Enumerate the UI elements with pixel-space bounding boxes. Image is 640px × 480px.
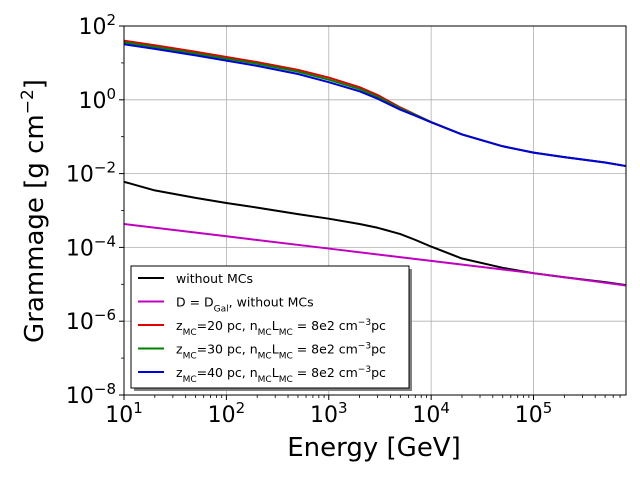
- y-tick-base: 10: [78, 15, 106, 40]
- y-tick-label: 10−4: [66, 232, 116, 261]
- legend-label-part: MC: [258, 328, 272, 338]
- legend-label-part: pc: [371, 318, 386, 333]
- y-tick-label: 10−8: [66, 380, 116, 409]
- y-tick-exponent: −6: [94, 306, 116, 324]
- legend-label: zMC=20 pc, nMCLMC = 8e2 cm−3pc: [176, 318, 386, 338]
- legend-label-part: L: [272, 342, 279, 357]
- legend-label-part: =30 pc, n: [197, 342, 258, 357]
- x-tick-exponent: 4: [440, 399, 450, 417]
- legend-label-part: z: [176, 342, 183, 357]
- legend-label-part: L: [272, 318, 279, 333]
- tick-marks: [119, 25, 621, 400]
- legend-label-part: z: [176, 318, 183, 333]
- legend-label-part: Gal: [214, 305, 229, 315]
- legend-label: without MCs: [176, 271, 253, 286]
- y-tick-label: 102: [78, 11, 116, 40]
- x-tick-exponent: 2: [236, 399, 246, 417]
- legend-label: D = DGal, without MCs: [176, 295, 314, 315]
- legend-label-part: = 8e2 cm: [293, 318, 358, 333]
- x-tick-labels: 101 102 103 104 105: [105, 399, 552, 428]
- legend-item: without MCs: [138, 271, 253, 286]
- y-tick-exponent: −2: [94, 159, 116, 177]
- legend-label-part: , without MCs: [229, 295, 314, 310]
- x-tick-base: 10: [310, 403, 338, 428]
- x-tick-exponent: 5: [543, 399, 553, 417]
- series-line: [123, 43, 627, 168]
- x-tick-label: 101: [105, 399, 143, 428]
- series-lines: [123, 39, 627, 287]
- y-tick-exponent: 2: [106, 11, 116, 29]
- x-tick-label: 105: [515, 399, 553, 428]
- series-line: [123, 223, 627, 287]
- y-tick-label: 10−6: [66, 306, 116, 335]
- x-tick-base: 10: [105, 403, 133, 428]
- legend-label-part: pc: [371, 365, 386, 380]
- y-tick-exponent: −4: [94, 232, 116, 250]
- legend-label-part: =40 pc, n: [197, 365, 258, 380]
- legend-label-part: MC: [183, 352, 197, 362]
- legend-label-part: MC: [258, 352, 272, 362]
- legend-box: [130, 265, 410, 389]
- legend-item: D = DGal, without MCs: [138, 295, 314, 315]
- legend-label-part: MC: [183, 328, 197, 338]
- legend-label: zMC=30 pc, nMCLMC = 8e2 cm−3pc: [176, 342, 386, 362]
- legend-label-part: pc: [371, 342, 386, 357]
- legend-label-part: MC: [279, 328, 293, 338]
- x-tick-label: 104: [412, 399, 450, 428]
- y-axis-label-main: Grammage [g cm: [20, 114, 50, 343]
- legend-label: zMC=40 pc, nMCLMC = 8e2 cm−3pc: [176, 365, 386, 385]
- y-axis-label-exponent: −2: [18, 89, 38, 114]
- y-tick-base: 10: [66, 236, 94, 261]
- x-tick-base: 10: [208, 403, 236, 428]
- y-tick-base: 10: [78, 89, 106, 114]
- x-tick-label: 102: [208, 399, 246, 428]
- legend-label-part: = 8e2 cm: [293, 365, 358, 380]
- legend-label-part: MC: [258, 375, 272, 385]
- legend-label-part: D = D: [176, 295, 214, 310]
- y-tick-label: 10−2: [66, 159, 116, 188]
- y-axis-label: Grammage [g cm−2]: [18, 79, 50, 343]
- y-tick-base: 10: [66, 163, 94, 188]
- y-tick-exponent: 0: [106, 85, 116, 103]
- y-tick-base: 10: [66, 384, 94, 409]
- legend-label-part: L: [272, 365, 279, 380]
- x-tick-exponent: 1: [133, 399, 143, 417]
- y-tick-label: 100: [78, 85, 116, 114]
- x-axis-label: Energy [GeV]: [287, 433, 461, 463]
- legend-item: zMC=20 pc, nMCLMC = 8e2 cm−3pc: [138, 318, 386, 338]
- legend-item: zMC=40 pc, nMCLMC = 8e2 cm−3pc: [138, 365, 386, 385]
- legend-label-part: z: [176, 365, 183, 380]
- legend-label-part: = 8e2 cm: [293, 342, 358, 357]
- legend-item: zMC=30 pc, nMCLMC = 8e2 cm−3pc: [138, 342, 386, 362]
- x-tick-base: 10: [515, 403, 543, 428]
- legend-label-part: −3: [358, 365, 371, 375]
- legend-label-part: −3: [358, 318, 371, 328]
- legend-label-part: =20 pc, n: [197, 318, 258, 333]
- y-tick-base: 10: [66, 310, 94, 335]
- legend-label-part: −3: [358, 342, 371, 352]
- x-tick-exponent: 3: [338, 399, 348, 417]
- x-tick-base: 10: [412, 403, 440, 428]
- legend-label-part: MC: [279, 375, 293, 385]
- legend-label-part: MC: [279, 352, 293, 362]
- legend-label-part: MC: [183, 375, 197, 385]
- x-tick-label: 103: [310, 399, 348, 428]
- y-tick-exponent: −8: [94, 380, 116, 398]
- y-axis-label-close: ]: [20, 79, 50, 89]
- legend-label-part: without MCs: [176, 271, 253, 286]
